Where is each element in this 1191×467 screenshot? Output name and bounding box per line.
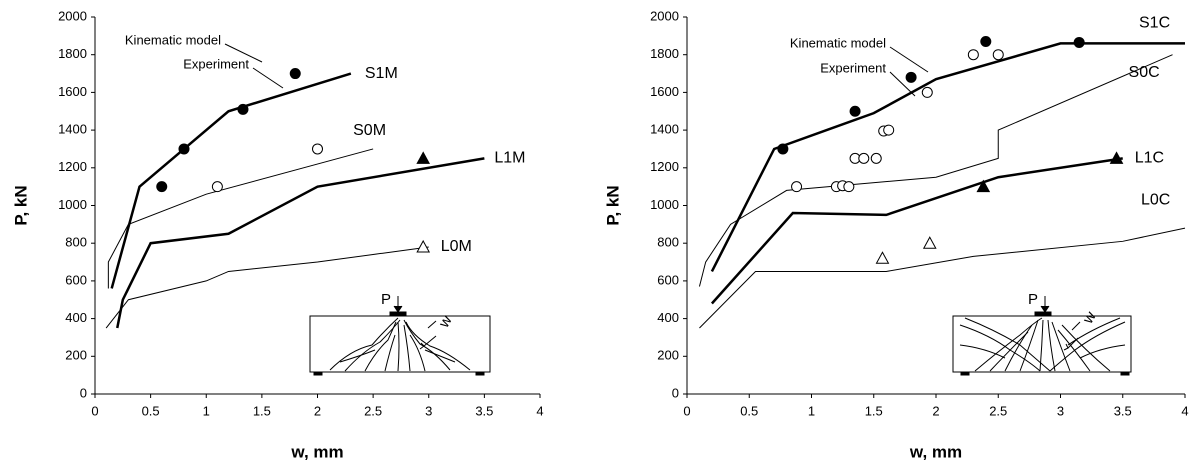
x-tick-label: 1 xyxy=(808,403,815,418)
series-line xyxy=(698,54,1173,287)
x-tick-label: 2.5 xyxy=(364,403,382,418)
data-point xyxy=(156,181,168,193)
x-tick-label: 2.5 xyxy=(989,403,1007,418)
x-tick-label: 2 xyxy=(932,403,939,418)
data-point xyxy=(858,152,870,164)
series-line xyxy=(699,227,1186,329)
series-label: S0C xyxy=(1129,64,1160,81)
y-tick-label: 1000 xyxy=(650,197,679,212)
data-point xyxy=(849,105,861,117)
data-point xyxy=(980,36,992,48)
x-tick-label: 1.5 xyxy=(865,403,883,418)
inset-label: w xyxy=(435,313,456,332)
y-tick-label: 400 xyxy=(657,310,679,325)
data-point xyxy=(178,143,190,155)
y-tick-label: 800 xyxy=(657,235,679,250)
x-tick-label: 0.5 xyxy=(142,403,160,418)
data-point xyxy=(967,49,979,61)
y-tick-label: 400 xyxy=(65,310,87,325)
beam-sketch xyxy=(952,296,1132,376)
y-tick-label: 600 xyxy=(65,272,87,287)
x-tick-label: 0.5 xyxy=(740,403,758,418)
annotation: Experiment xyxy=(183,56,249,71)
x-tick-label: 2 xyxy=(314,403,321,418)
data-point xyxy=(777,143,789,155)
x-tick-label: 1.5 xyxy=(253,403,271,418)
data-point xyxy=(289,68,301,80)
inset-label: P xyxy=(1028,291,1038,308)
data-point xyxy=(992,49,1004,61)
x-tick-label: 0 xyxy=(91,403,98,418)
annotation: Kinematic model xyxy=(125,32,221,47)
y-tick-label: 1600 xyxy=(650,84,679,99)
series-label: L1C xyxy=(1135,150,1164,167)
y-tick-label: 0 xyxy=(672,385,679,400)
series-label: S1M xyxy=(365,65,398,82)
y-tick-label: 800 xyxy=(65,235,87,250)
series-label: L0C xyxy=(1141,191,1170,208)
y-tick-label: 600 xyxy=(657,272,679,287)
series-label: S0M xyxy=(353,122,386,139)
data-point xyxy=(416,151,431,164)
y-axis-title: P, kN xyxy=(603,185,622,225)
data-point xyxy=(976,179,991,193)
x-tick-label: 3 xyxy=(425,403,432,418)
y-tick-label: 1200 xyxy=(650,159,679,174)
data-point xyxy=(905,71,917,83)
y-tick-label: 2000 xyxy=(650,8,679,23)
y-tick-label: 2000 xyxy=(58,8,87,23)
series-line xyxy=(107,148,374,289)
inset-label: w xyxy=(1079,309,1100,328)
inset-label: P xyxy=(381,291,391,308)
y-tick-label: 200 xyxy=(65,348,87,363)
y-tick-label: 1600 xyxy=(58,84,87,99)
y-tick-label: 200 xyxy=(657,348,679,363)
y-tick-label: 1400 xyxy=(58,122,87,137)
series-line xyxy=(710,157,1123,305)
data-point xyxy=(843,181,855,193)
y-tick-label: 1000 xyxy=(58,197,87,212)
data-point xyxy=(922,236,937,249)
data-point xyxy=(883,124,895,136)
x-tick-label: 4 xyxy=(1181,403,1188,418)
leader-line xyxy=(252,67,284,89)
leader-line xyxy=(224,43,263,63)
x-tick-label: 3 xyxy=(1057,403,1064,418)
data-point xyxy=(870,152,882,164)
annotation: Experiment xyxy=(820,60,886,75)
y-tick-label: 1200 xyxy=(58,159,87,174)
annotation: Kinematic model xyxy=(790,35,886,50)
series-line xyxy=(116,157,485,329)
data-point xyxy=(312,143,323,155)
data-point xyxy=(875,251,890,264)
y-tick-label: 0 xyxy=(80,385,87,400)
data-point xyxy=(921,86,933,98)
y-tick-label: 1400 xyxy=(650,122,679,137)
leader-line xyxy=(889,46,929,73)
x-axis-title: w, mm xyxy=(909,442,962,461)
series-label: L1M xyxy=(494,150,525,167)
x-tick-label: 3.5 xyxy=(475,403,493,418)
y-tick-label: 1800 xyxy=(650,46,679,61)
data-point xyxy=(211,181,223,193)
y-axis-title: P, kN xyxy=(11,185,30,225)
series-label: L0M xyxy=(441,238,472,255)
beam-sketch xyxy=(309,296,491,376)
x-tick-label: 0 xyxy=(683,403,690,418)
data-point xyxy=(416,239,431,253)
x-tick-label: 3.5 xyxy=(1114,403,1132,418)
x-axis-title: w, mm xyxy=(290,442,343,461)
data-point xyxy=(1109,151,1124,164)
x-tick-label: 1 xyxy=(203,403,210,418)
x-tick-label: 4 xyxy=(536,403,543,418)
series-label: S1C xyxy=(1139,15,1170,32)
series-line xyxy=(110,72,352,289)
series-line xyxy=(105,246,429,329)
data-point xyxy=(237,103,249,115)
data-point xyxy=(791,181,803,193)
data-point xyxy=(1073,36,1085,48)
leader-line xyxy=(889,71,916,97)
y-tick-label: 1800 xyxy=(58,46,87,61)
